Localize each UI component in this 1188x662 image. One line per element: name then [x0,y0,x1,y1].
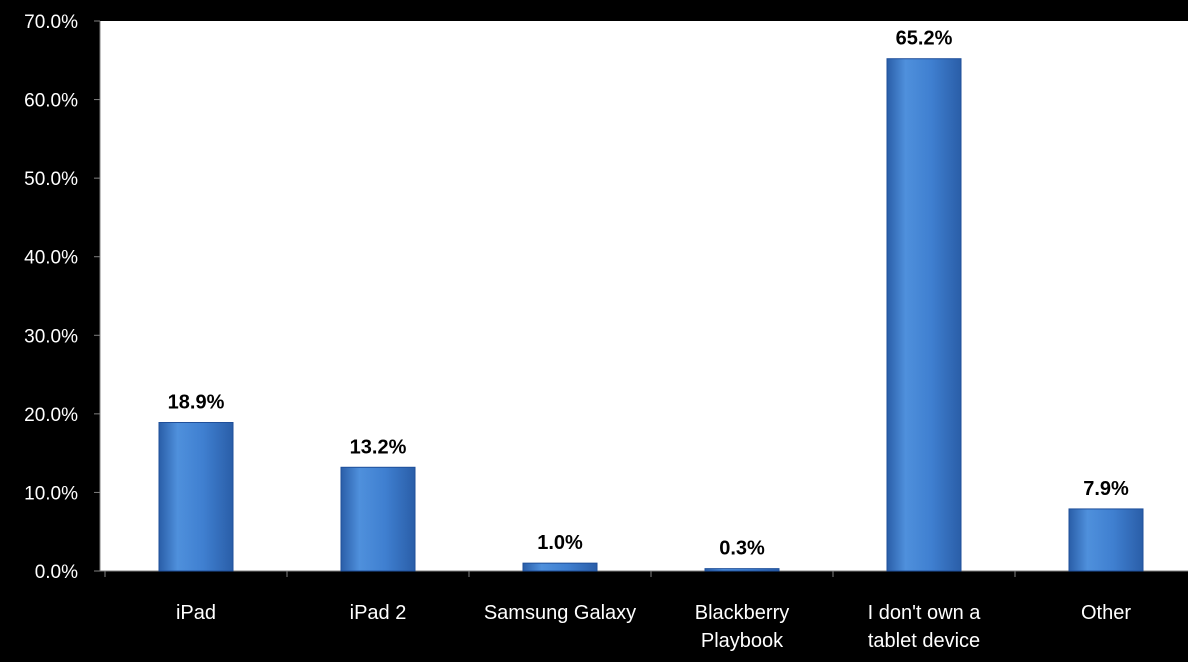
x-tick-label: I don't own a tablet device [868,602,982,652]
y-tick-label: 60.0% [24,91,78,112]
y-tick-label: 10.0% [24,483,78,504]
data-label: 0.3% [719,538,765,560]
data-label: 7.9% [1083,478,1129,500]
y-tick-label: 50.0% [24,169,78,190]
bars [158,58,1144,572]
y-tick-label: 0.0% [35,562,78,583]
data-label: 1.0% [537,532,583,554]
bar [522,562,598,572]
bar [340,466,416,572]
bar [158,422,234,572]
x-axis: iPad iPad 2 Samsung Galaxy Blackberry Playbo… [100,570,1188,652]
x-tick-label: Samsung Galaxy [484,602,636,624]
y-tick-label: 20.0% [24,405,78,426]
data-label: 18.9% [168,392,225,414]
x-tick-label: Other [1081,602,1131,624]
x-tick-label: iPad 2 [350,602,407,624]
y-tick-label: 30.0% [24,326,78,347]
plot-area [100,21,1188,571]
data-label: 13.2% [350,436,407,458]
bar [704,568,780,572]
data-labels: 18.9% 13.2% 1.0% 0.3% 65.2% 7.9% [168,28,1129,560]
y-axis: 0.0% 10.0% 20.0% 30.0% 40.0% 50.0% 60.0% 70.0% [24,12,101,583]
bar [1068,508,1144,572]
y-tick-label: 70.0% [24,12,78,33]
x-tick-label: iPad [176,602,216,624]
data-label: 65.2% [896,28,953,50]
x-tick-label: Blackberry Playbook [695,602,789,652]
y-tick-label: 40.0% [24,248,78,269]
bar [886,58,962,572]
